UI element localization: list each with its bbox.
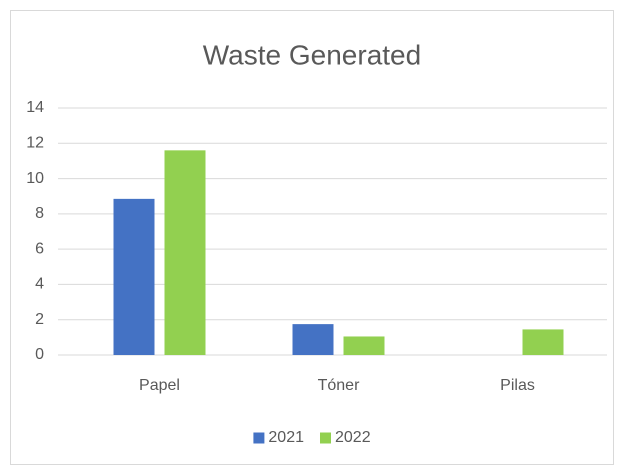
x-tick-label: Pilas	[500, 377, 535, 394]
bar	[292, 324, 334, 355]
legend-swatch	[320, 432, 331, 444]
y-tick-label: 10	[26, 170, 44, 187]
x-tick-label: Tóner	[318, 377, 360, 394]
y-tick-label: 6	[35, 240, 44, 257]
chart-border	[10, 10, 614, 465]
x-tick-label: Papel	[139, 377, 180, 394]
legend-swatch	[253, 432, 265, 444]
y-tick-label: 12	[26, 135, 44, 152]
y-tick-label: 2	[35, 311, 44, 328]
legend-label: 2021	[268, 429, 304, 446]
y-tick-label: 8	[35, 205, 44, 222]
chart-title: Waste Generated	[203, 39, 421, 70]
bar	[343, 336, 385, 355]
y-tick-label: 4	[35, 276, 44, 293]
y-tick-label: 0	[35, 346, 44, 363]
y-tick-label: 14	[26, 99, 44, 116]
legend-label: 2022	[335, 429, 371, 446]
bar	[522, 329, 564, 355]
bar	[164, 150, 206, 355]
bar	[113, 198, 155, 355]
